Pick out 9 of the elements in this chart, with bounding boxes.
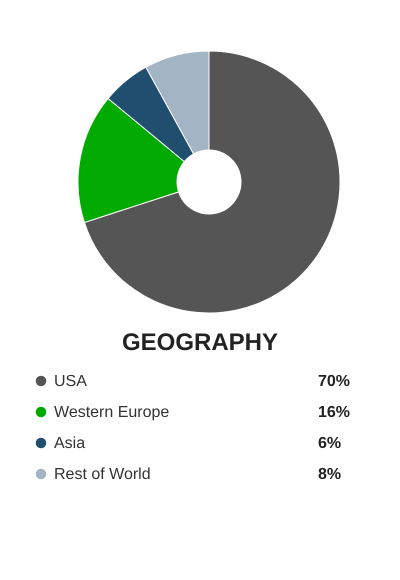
data-label: 16%: [318, 404, 350, 421]
text: GEOGRAPHY: [122, 329, 278, 356]
data-label: 8%: [318, 466, 342, 483]
data-label: 70%: [318, 373, 350, 390]
legend-label: Rest of World: [54, 466, 151, 483]
legend-label: USA: [54, 373, 88, 390]
legend-label: Asia: [54, 435, 86, 452]
legend-label: Western Europe: [54, 404, 170, 421]
data-label: 6%: [318, 435, 342, 452]
